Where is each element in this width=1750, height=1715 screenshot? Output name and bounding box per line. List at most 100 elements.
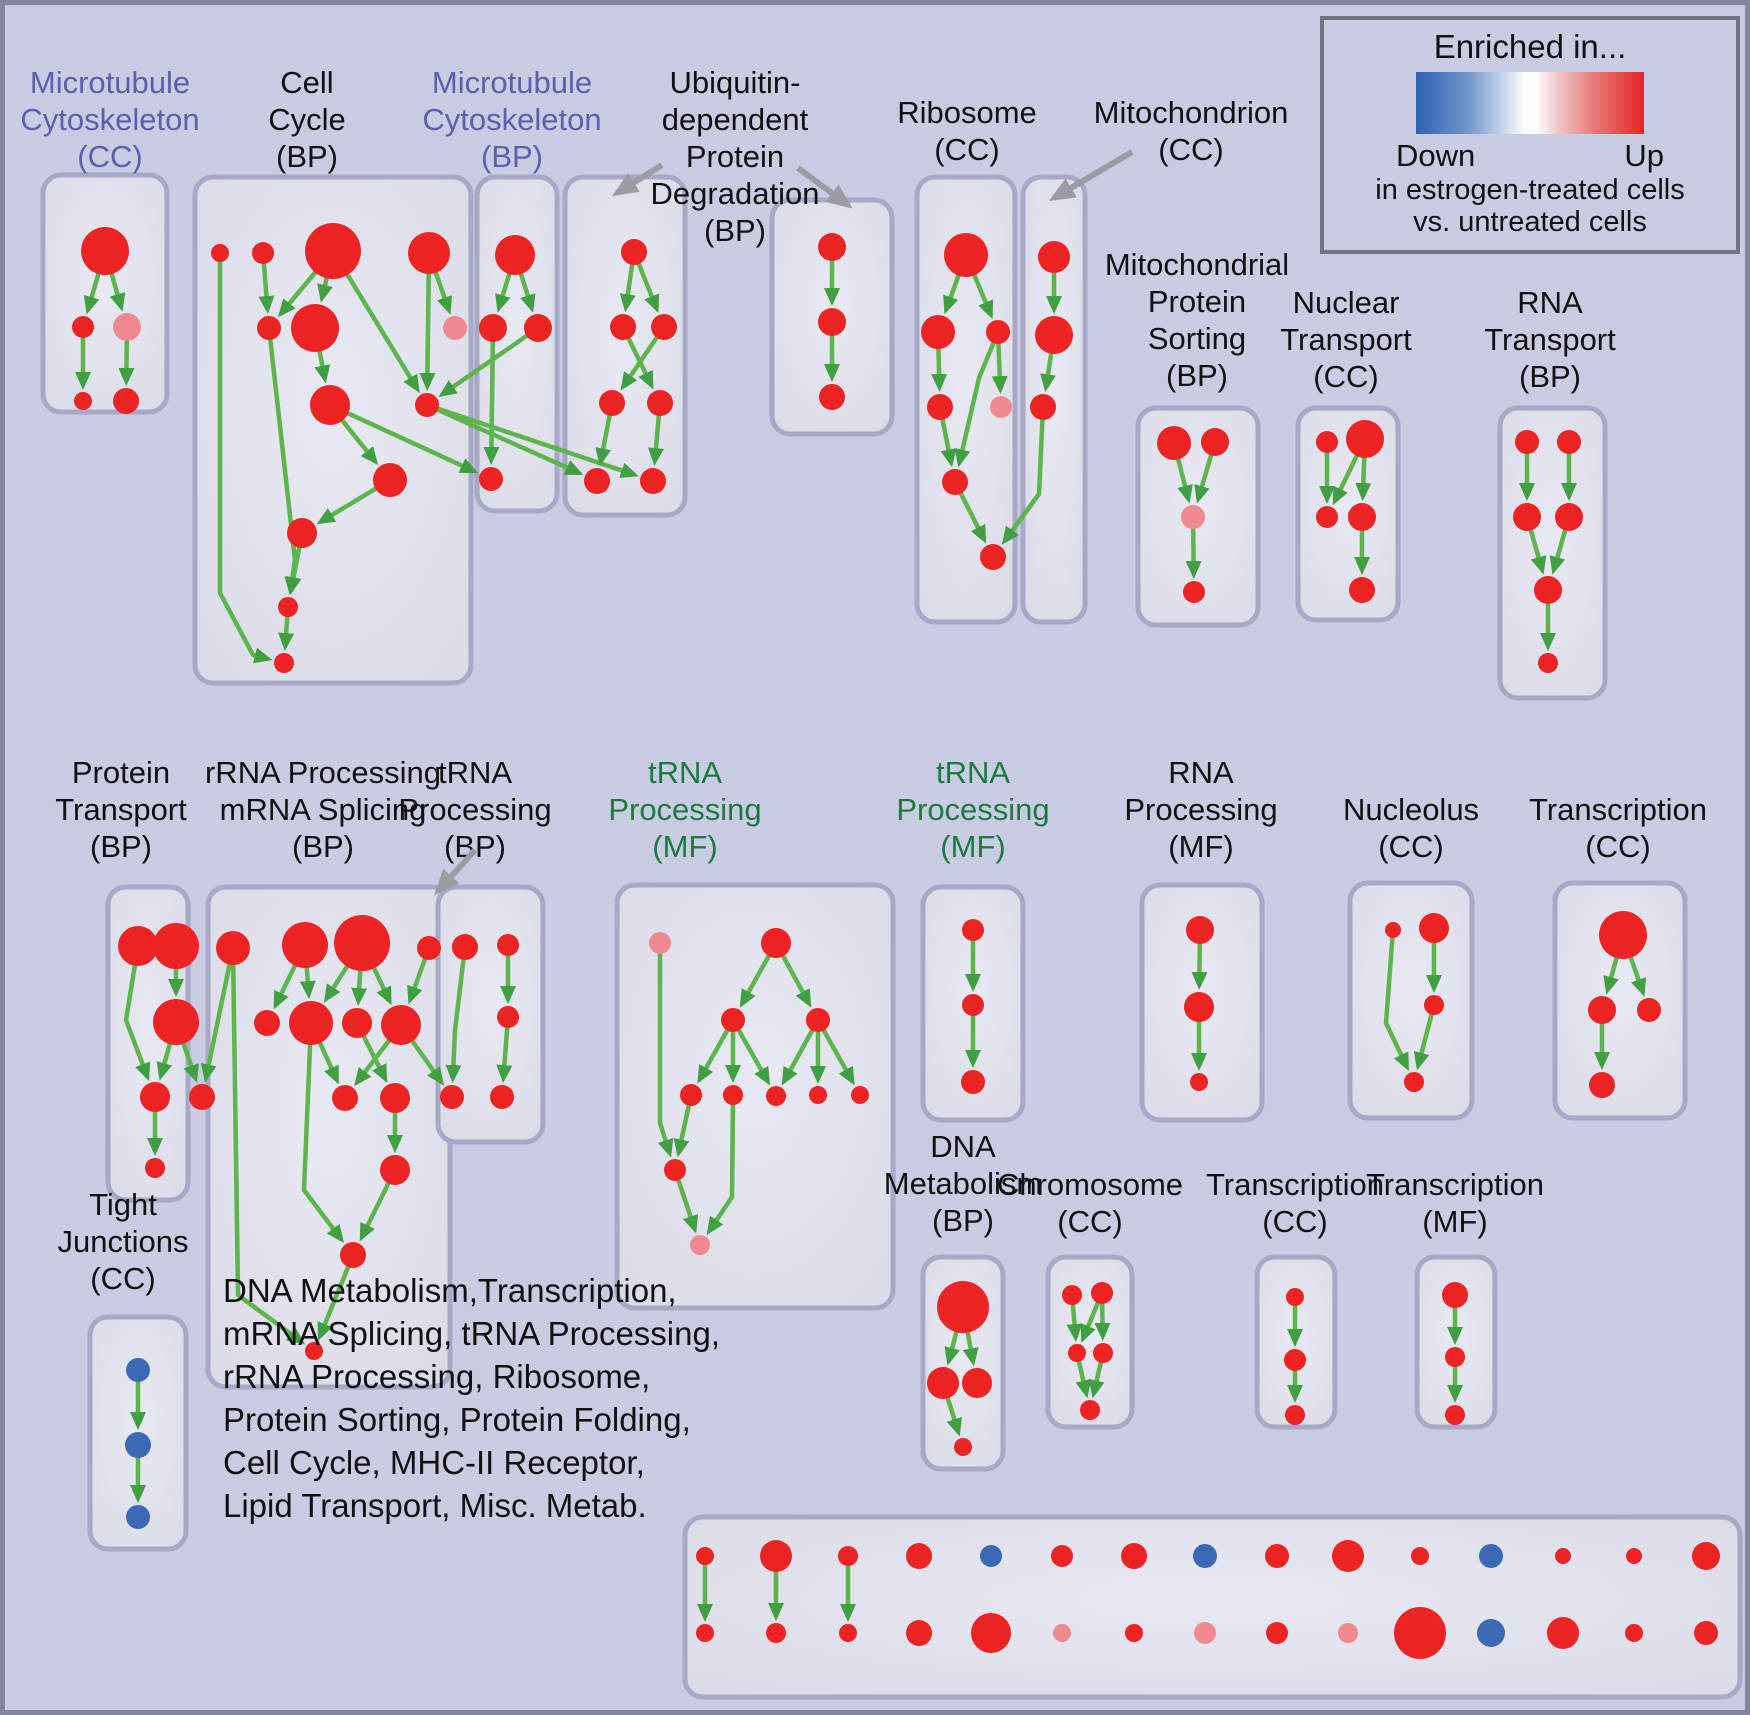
node-v3-red xyxy=(1068,1344,1086,1362)
node-tz14-red xyxy=(1626,1548,1642,1564)
node-tz8-blue xyxy=(1193,1544,1217,1568)
node-x2-red xyxy=(1445,1347,1465,1367)
edge-b8-c4 xyxy=(329,402,479,474)
ribosome-cc-box xyxy=(914,174,1018,625)
node-s1-red xyxy=(1385,922,1401,938)
node-l5-red xyxy=(254,1010,280,1036)
node-d6-red xyxy=(584,468,610,494)
node-j5-red xyxy=(1534,576,1562,604)
node-p2-red xyxy=(761,928,791,958)
node-b1-red xyxy=(211,244,229,262)
edge-b4-b9 xyxy=(419,252,436,392)
node-p8-red xyxy=(809,1086,827,1104)
node-i3-red xyxy=(1316,506,1338,528)
node-bz10-pink xyxy=(1338,1623,1358,1643)
node-g2-red xyxy=(1035,316,1073,354)
node-p7-red xyxy=(766,1086,786,1106)
group-label-nuclear-transport-cc: Nuclear Transport (CC) xyxy=(1280,285,1412,394)
node-b9-red xyxy=(415,393,439,417)
node-bz1-red xyxy=(696,1624,714,1642)
node-v5-red xyxy=(1080,1400,1100,1420)
node-bz13-red xyxy=(1547,1617,1579,1649)
group-label-microtubule-bp: Microtubule Cytoskeleton (BP) xyxy=(422,65,601,174)
node-q1-red xyxy=(962,919,984,941)
group-label-protein-transport-bp: Protein Transport (BP) xyxy=(55,755,187,864)
edge-s1-s4 xyxy=(1383,929,1409,1072)
node-u2-red xyxy=(927,1367,959,1399)
node-w2-red xyxy=(1284,1349,1306,1371)
group-label-rrna-mrna-bp: rRNA Processing mRNA Splicing (BP) xyxy=(205,755,441,864)
node-b8-red xyxy=(310,385,350,425)
group-label-transcription-cc-mid: Transcription (CC) xyxy=(1529,792,1707,864)
node-p5-red xyxy=(680,1084,702,1106)
node-y2-blue xyxy=(125,1432,151,1458)
node-p10-red xyxy=(664,1159,686,1181)
node-b4-red xyxy=(408,232,450,274)
legend-subtitle-1: in estrogen-treated cells xyxy=(1375,174,1685,206)
legend-downup-row: Down Up xyxy=(1396,138,1664,174)
node-h2-red xyxy=(1201,428,1229,456)
node-bz15-red xyxy=(1694,1621,1718,1645)
node-r3-red xyxy=(1190,1073,1208,1091)
edge-p1-p10 xyxy=(657,943,674,1158)
group-label-transcription-mf: Transcription (MF) xyxy=(1366,1167,1544,1239)
nucleolus-cc-box xyxy=(1347,880,1475,1121)
node-l12-red xyxy=(340,1242,366,1268)
group-label-trna-processing-bp: tRNA Processing (BP) xyxy=(398,755,551,864)
node-g3-red xyxy=(1030,394,1056,420)
node-l11-red xyxy=(380,1155,410,1185)
node-a5-red xyxy=(113,388,139,414)
node-bz3-red xyxy=(839,1624,857,1642)
edge-g3-f7 xyxy=(1001,406,1046,545)
node-i5-red xyxy=(1349,577,1375,603)
legend-subtitle-2: vs. untreated cells xyxy=(1413,206,1647,238)
edge-b1-b13 xyxy=(217,253,273,664)
group-label-trna-processing-mf-2: tRNA Processing (MF) xyxy=(896,755,1049,864)
node-tz4-red xyxy=(906,1543,932,1569)
misc-note-line: Cell Cycle, MHC-II Receptor, xyxy=(223,1444,645,1481)
node-tz1-red xyxy=(696,1547,714,1565)
edge-b9-d6 xyxy=(426,402,584,475)
node-l9-red xyxy=(332,1085,358,1111)
node-t1-red xyxy=(1599,911,1647,959)
node-a4-red xyxy=(74,392,92,410)
node-tz12-blue xyxy=(1479,1544,1503,1568)
misc-note-line: rRNA Processing, Ribosome, xyxy=(223,1358,651,1395)
node-l4-red xyxy=(417,936,441,960)
node-a1-red xyxy=(81,227,129,275)
ubiquitin-left-arrow xyxy=(611,162,664,197)
node-e3-red xyxy=(819,384,845,410)
misc-cluster-note: DNA Metabolism,Transcription, mRNA Splic… xyxy=(223,1269,720,1527)
node-l8-red xyxy=(381,1005,421,1045)
node-tz13-red xyxy=(1555,1548,1571,1564)
edge-l1-k5 xyxy=(200,947,236,1083)
node-j4-red xyxy=(1555,503,1583,531)
node-bz4-red xyxy=(906,1620,932,1646)
node-m3-red xyxy=(440,1085,464,1109)
node-g1-red xyxy=(1038,241,1070,273)
node-tz15-red xyxy=(1692,1542,1720,1570)
node-m4-red xyxy=(497,1006,519,1028)
group-label-trna-processing-mf-1: tRNA Processing (MF) xyxy=(608,755,761,864)
group-label-cell-cycle-bp: Cell Cycle (BP) xyxy=(268,65,346,174)
group-label-rna-processing-mf: RNA Processing (MF) xyxy=(1124,755,1277,864)
node-f5-pink xyxy=(990,396,1012,418)
node-p6-red xyxy=(723,1085,743,1105)
node-c4-red xyxy=(479,467,503,491)
mitochondrion-cc-box xyxy=(1020,174,1088,625)
node-bz12-blue xyxy=(1477,1619,1505,1647)
node-l10-red xyxy=(380,1083,410,1113)
edge-l6-l12 xyxy=(301,1022,344,1244)
edge-l1-l13 xyxy=(230,947,306,1345)
node-bz14-red xyxy=(1625,1624,1643,1642)
node-h1-red xyxy=(1157,426,1191,460)
node-s3-red xyxy=(1424,995,1444,1015)
node-r2-red xyxy=(1184,992,1214,1022)
node-tz5-blue xyxy=(980,1545,1002,1567)
node-i4-red xyxy=(1348,503,1376,531)
node-t3-red xyxy=(1637,998,1661,1022)
group-label-ribosome-cc: Ribosome (CC) xyxy=(897,95,1037,167)
node-b7-pink xyxy=(443,316,467,340)
legend-down-label: Down xyxy=(1396,138,1476,173)
